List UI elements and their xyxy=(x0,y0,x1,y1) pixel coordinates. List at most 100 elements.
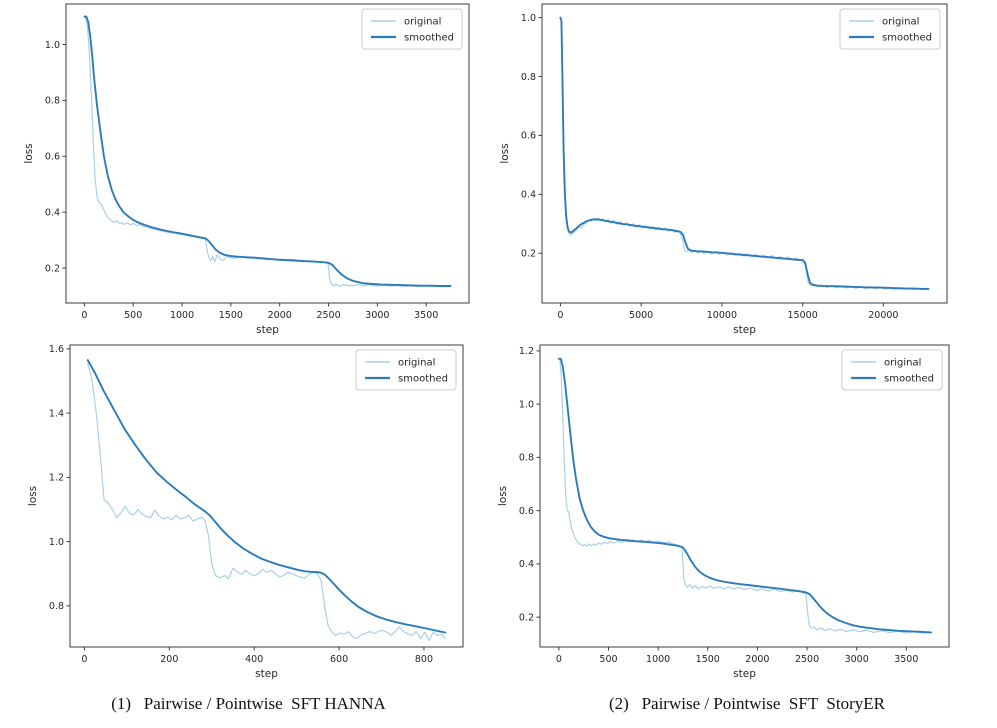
x-tick-label: 0 xyxy=(557,310,563,321)
chart-sft-hanna-top: 0 500 1000 1500 2000 2500 3000 3500 0.2 0.4 0.6 0.8… xyxy=(23,3,470,336)
y-tick-label: 0.4 xyxy=(519,559,534,570)
x-axis-label: step xyxy=(733,324,756,336)
x-tick-label: 20000 xyxy=(868,310,898,321)
legend-smoothed-label: smoothed xyxy=(398,374,448,385)
x-tick-label: 2000 xyxy=(268,310,292,321)
x-tick-label: 1500 xyxy=(219,310,243,321)
x-axis-label: step xyxy=(255,668,278,680)
x-tick-label: 2500 xyxy=(316,310,340,321)
x-tick-label: 1000 xyxy=(646,654,670,665)
x-tick-label: 3500 xyxy=(894,654,918,665)
legend: original smoothed xyxy=(361,8,463,50)
plot-border xyxy=(539,344,950,648)
y-tick-label: 0.4 xyxy=(45,207,60,218)
x-axis: 0 500 1000 1500 2000 2500 3000 3500 xyxy=(81,303,438,321)
x-tick-label: 3000 xyxy=(365,310,389,321)
plot-border xyxy=(65,3,470,304)
caption-sft-hanna: (1) Pairwise / Pointwise SFT HANNA xyxy=(0,691,497,717)
x-axis-label: step xyxy=(733,668,756,680)
y-axis: 0.2 0.4 0.6 0.8 1.0 xyxy=(521,13,542,260)
legend-smoothed-label: smoothed xyxy=(882,33,932,44)
y-axis-label: loss xyxy=(497,486,509,506)
x-tick-label: 3500 xyxy=(414,310,438,321)
plot-border xyxy=(541,3,948,304)
y-tick-label: 1.2 xyxy=(519,346,534,357)
series-smoothed-line xyxy=(86,359,447,634)
legend-original-label: original xyxy=(884,358,921,369)
x-tick-label: 400 xyxy=(245,654,263,665)
x-tick-label: 500 xyxy=(599,654,617,665)
x-tick-label: 600 xyxy=(330,654,348,665)
y-tick-label: 0.2 xyxy=(521,249,536,260)
series-original-line xyxy=(559,358,932,634)
series-smoothed-line xyxy=(557,357,933,634)
y-tick-label: 1.0 xyxy=(49,537,64,548)
y-axis: 0.8 1.0 1.2 1.4 1.6 xyxy=(49,344,70,612)
legend: original smoothed xyxy=(841,349,943,391)
y-axis-label: loss xyxy=(27,486,39,506)
chart-sft-storyer-bottom: 0 500 1000 1500 2000 2500 3000 3500 0.2 0.4 0.6 0.8… xyxy=(497,344,950,680)
legend-box xyxy=(355,349,457,391)
x-tick-label: 1500 xyxy=(696,654,720,665)
series-original-line xyxy=(560,17,930,291)
x-tick-label: 0 xyxy=(81,654,87,665)
y-axis-label: loss xyxy=(499,143,511,163)
series-original-line xyxy=(87,362,446,641)
legend-smoothed-label: smoothed xyxy=(404,33,454,44)
y-tick-label: 1.0 xyxy=(521,13,536,24)
x-tick-label: 800 xyxy=(415,654,433,665)
x-axis: 0 200 400 600 800 xyxy=(81,647,433,665)
legend-box xyxy=(361,8,463,50)
y-tick-label: 0.8 xyxy=(45,96,60,107)
caption-text: (1) Pairwise / Pointwise SFT HANNA xyxy=(111,694,386,713)
x-tick-label: 0 xyxy=(556,654,562,665)
y-tick-label: 0.2 xyxy=(45,263,60,274)
series-original-line xyxy=(84,16,452,288)
series-smoothed-line xyxy=(83,15,452,287)
y-tick-label: 0.4 xyxy=(521,190,536,201)
x-tick-label: 2000 xyxy=(745,654,769,665)
legend-original-label: original xyxy=(882,17,919,28)
y-axis-label: loss xyxy=(23,143,35,163)
series-smoothed-line xyxy=(559,16,930,290)
y-tick-label: 1.6 xyxy=(49,344,64,355)
legend: original smoothed xyxy=(839,8,941,50)
y-tick-label: 0.8 xyxy=(521,72,536,83)
caption-sft-storyer: (2) Pairwise / Pointwise SFT StoryER xyxy=(497,691,997,717)
x-axis: 0 500 1000 1500 2000 2500 3000 3500 xyxy=(556,647,918,665)
x-tick-label: 15000 xyxy=(788,310,818,321)
y-tick-label: 0.8 xyxy=(49,601,64,612)
x-tick-label: 500 xyxy=(124,310,142,321)
legend-box xyxy=(841,349,943,391)
y-tick-label: 1.0 xyxy=(519,399,534,410)
y-axis: 0.2 0.4 0.6 0.8 1.0 xyxy=(45,40,66,274)
x-axis: 0 5000 10000 15000 20000 xyxy=(557,303,898,321)
x-axis-label: step xyxy=(256,324,279,336)
legend: original smoothed xyxy=(355,349,457,391)
y-tick-label: 1.4 xyxy=(49,408,64,419)
x-tick-label: 5000 xyxy=(629,310,653,321)
y-tick-label: 0.2 xyxy=(519,612,534,623)
legend-original-label: original xyxy=(404,17,441,28)
legend-box xyxy=(839,8,941,50)
y-tick-label: 1.0 xyxy=(45,40,60,51)
chart-sft-hanna-bottom: 0 200 400 600 800 0.8 1.0 1.2 1.4 1.6 step loss orig… xyxy=(27,344,464,680)
plot-border xyxy=(69,344,464,648)
x-tick-label: 0 xyxy=(81,310,87,321)
caption-text: (2) Pairwise / Pointwise SFT StoryER xyxy=(609,694,885,713)
x-tick-label: 10000 xyxy=(707,310,737,321)
x-tick-label: 2500 xyxy=(795,654,819,665)
y-tick-label: 0.8 xyxy=(519,453,534,464)
y-tick-label: 0.6 xyxy=(519,506,534,517)
y-tick-label: 1.2 xyxy=(49,473,64,484)
x-tick-label: 1000 xyxy=(170,310,194,321)
legend-original-label: original xyxy=(398,358,435,369)
y-axis: 0.2 0.4 0.6 0.8 1.0 1.2 xyxy=(519,346,540,623)
x-tick-label: 3000 xyxy=(845,654,869,665)
chart-sft-storyer-top: 0 5000 10000 15000 20000 0.2 0.4 0.6 0.8 1.0 step l… xyxy=(499,3,948,336)
legend-smoothed-label: smoothed xyxy=(884,374,934,385)
y-tick-label: 0.6 xyxy=(45,152,60,163)
y-tick-label: 0.6 xyxy=(521,131,536,142)
x-tick-label: 200 xyxy=(160,654,178,665)
